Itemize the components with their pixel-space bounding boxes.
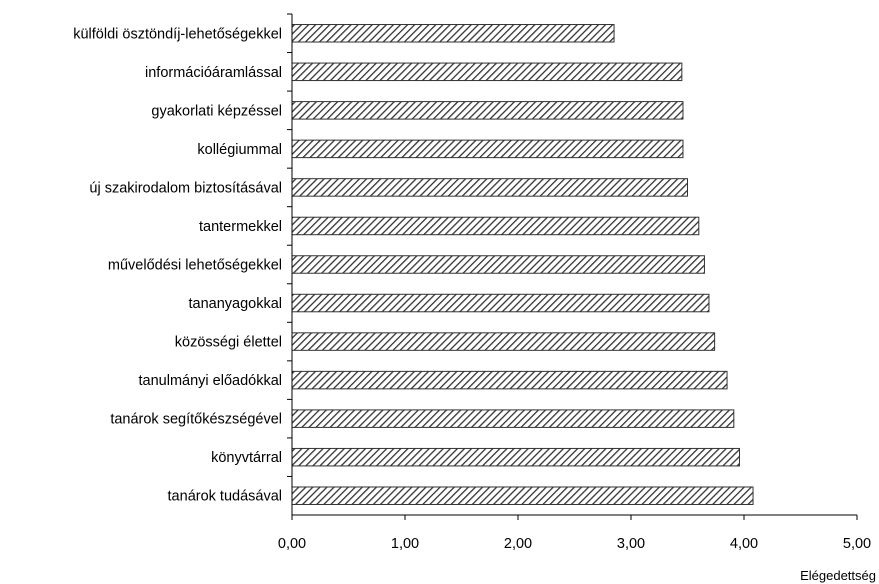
category-label: gyakorlati képzéssel <box>151 103 282 119</box>
bar <box>291 447 740 467</box>
category-label: külföldi ösztöndíj-lehetőségekkel <box>73 26 282 42</box>
category-label: kollégiummal <box>197 142 282 158</box>
category-label: tanárok tudásával <box>168 489 282 505</box>
x-tick-label: 0,00 <box>278 536 306 552</box>
bar <box>291 62 683 82</box>
bar <box>291 139 684 159</box>
category-label: tanárok segítőkészségével <box>110 412 282 428</box>
category-labels: külföldi ösztöndíj-lehetőségekkel informá… <box>73 26 282 504</box>
bar <box>291 332 716 351</box>
axes <box>287 13 858 520</box>
bar <box>291 255 705 274</box>
bar <box>291 216 700 236</box>
x-tick-label: 3,00 <box>617 536 645 552</box>
bar <box>291 101 684 120</box>
category-label: könyvtárral <box>211 450 282 466</box>
bar <box>291 178 688 197</box>
bars-group <box>291 24 754 505</box>
x-tick-label: 2,00 <box>504 536 532 552</box>
category-label: tanulmányi előadókkal <box>139 373 282 389</box>
x-tick-labels: 0,00 1,00 2,00 3,00 4,00 5,00 <box>278 536 871 552</box>
category-label: információáramlással <box>145 65 282 81</box>
category-label: új szakirodalom biztosításával <box>89 180 282 196</box>
bar <box>291 486 754 505</box>
category-label: tantermekkel <box>199 219 282 235</box>
bar <box>291 293 710 313</box>
x-axis-title: Elégedettség <box>800 568 876 583</box>
category-label: közösségi élettel <box>175 335 282 351</box>
bar <box>291 409 735 428</box>
x-tick-label: 1,00 <box>391 536 419 552</box>
category-label: tananyagokkal <box>188 296 282 312</box>
x-tick-label: 5,00 <box>843 536 871 552</box>
bar <box>291 370 728 390</box>
x-tick-label: 4,00 <box>730 536 758 552</box>
bar <box>291 24 615 43</box>
category-label: művelődési lehetőségekkel <box>108 258 282 274</box>
